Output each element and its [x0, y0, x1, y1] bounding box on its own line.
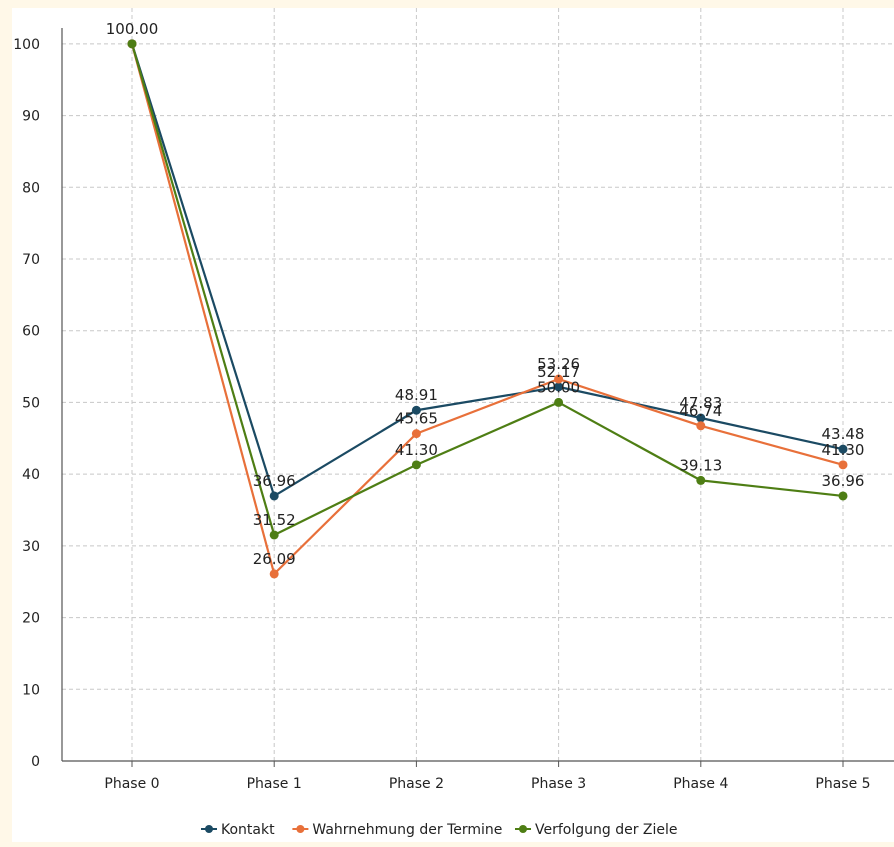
legend-marker [205, 825, 213, 833]
data-label: 48.91 [395, 386, 438, 404]
data-point [269, 530, 279, 540]
data-label: 36.96 [822, 472, 865, 490]
data-label: 41.30 [822, 441, 865, 459]
y-tick-label: 60 [22, 324, 40, 340]
data-label: 41.30 [395, 441, 438, 459]
data-label: 46.74 [679, 402, 722, 420]
data-label: 39.13 [679, 456, 722, 474]
x-tick-label: Phase 2 [389, 776, 444, 792]
data-label: 47.83 [679, 394, 722, 412]
x-tick-label: Phase 0 [104, 776, 159, 792]
x-tick-label: Phase 4 [673, 776, 728, 792]
data-point [554, 397, 564, 407]
data-point [411, 429, 421, 439]
legend-label: Verfolgung der Ziele [535, 822, 678, 838]
data-label: 45.65 [395, 410, 438, 428]
data-point [554, 374, 564, 384]
data-point [411, 460, 421, 470]
data-point [411, 405, 421, 415]
y-tick-label: 20 [22, 611, 40, 627]
series-line [130, 43, 844, 575]
legend-label: Wahrnehmung der Termine [312, 822, 502, 838]
y-tick-label: 100 [13, 37, 40, 53]
y-tick-label: 70 [22, 252, 40, 268]
y-tick-labels: 0 10 20 30 40 50 60 70 80 90 100 [13, 37, 40, 770]
data-label: 52.17 [537, 363, 580, 381]
data-point [269, 491, 279, 501]
x-tick-label: Phase 1 [247, 776, 302, 792]
x-tick-label: Phase 5 [815, 776, 870, 792]
data-point [127, 39, 137, 49]
y-tick-label: 0 [31, 754, 40, 770]
series-line [130, 43, 844, 498]
data-label: 53.26 [537, 355, 580, 373]
legend-marker [296, 825, 305, 833]
series-points [127, 39, 848, 579]
data-label: 31.52 [253, 511, 296, 529]
y-tick-label: 90 [22, 109, 40, 125]
y-tick-label: 10 [22, 682, 40, 698]
data-label: 36.96 [253, 472, 296, 490]
data-point [696, 413, 706, 423]
x-tick-labels: Phase 0 Phase 1 Phase 2 Phase 3 Phase 4 Phase… [104, 776, 870, 792]
y-tick-label: 40 [22, 467, 40, 483]
data-label: 43.48 [822, 425, 865, 443]
data-label: 50.00 [537, 378, 580, 396]
y-tick-label: 80 [22, 180, 40, 196]
series-line [130, 43, 844, 537]
axes [61, 28, 894, 767]
data-point [838, 444, 848, 454]
x-tick-label: Phase 3 [531, 776, 586, 792]
data-labels: 36.96 48.91 52.17 47.83 43.48 26.09 45.65 53.26… [106, 20, 865, 568]
data-point [269, 569, 279, 579]
data-point [554, 382, 564, 392]
y-tick-label: 50 [22, 395, 40, 411]
data-label: 26.09 [253, 550, 296, 568]
legend-label: Kontakt [221, 822, 275, 838]
y-tick-label: 30 [22, 539, 40, 555]
grid-lines [62, 8, 894, 761]
legend: Kontakt Wahrnehmung der Termine Verfolgung… [201, 822, 678, 838]
data-point [696, 475, 706, 485]
chart-panel: 0 10 20 30 40 50 60 70 80 90 100 Phase 0 Phase 1 Pha… [12, 8, 894, 842]
data-point [838, 460, 848, 470]
legend-marker [519, 825, 527, 833]
data-point [696, 421, 706, 431]
data-point [838, 491, 848, 501]
data-label: 100.00 [106, 20, 159, 38]
series-lines [130, 43, 844, 575]
